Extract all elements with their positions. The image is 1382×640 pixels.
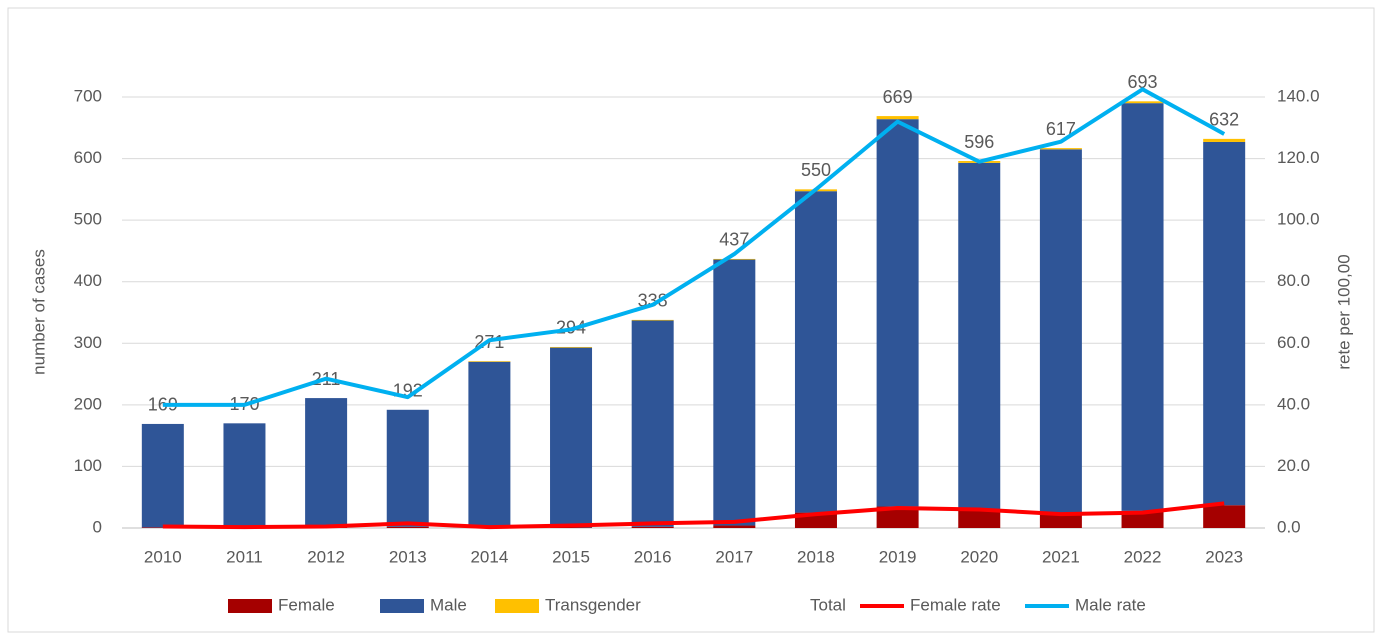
y2-tick-label: 0.0 xyxy=(1277,517,1301,536)
total-label: 632 xyxy=(1209,110,1239,130)
y2-tick-label: 120.0 xyxy=(1277,148,1320,167)
rate-line xyxy=(162,87,1226,407)
legend-swatch xyxy=(228,599,272,613)
bar xyxy=(713,525,756,528)
total-label: 669 xyxy=(883,87,913,107)
bar xyxy=(468,361,511,528)
x-tick-label: 2012 xyxy=(307,547,345,566)
legend-label: Male rate xyxy=(1075,595,1146,614)
x-tick-label: 2011 xyxy=(226,547,263,566)
bar xyxy=(386,526,429,528)
bar xyxy=(876,119,919,507)
bar xyxy=(1203,138,1246,142)
x-tick-label: 2015 xyxy=(552,547,590,566)
bar xyxy=(1203,141,1246,506)
bar xyxy=(631,526,674,528)
bar xyxy=(958,509,1001,528)
bar xyxy=(1203,505,1246,528)
y2-tick-label: 20.0 xyxy=(1277,456,1310,475)
y-tick-label: 400 xyxy=(74,271,102,290)
bar xyxy=(305,398,348,527)
legend-label: Female xyxy=(278,595,335,614)
total-label: 550 xyxy=(801,160,831,180)
y2-tick-label: 80.0 xyxy=(1277,271,1310,290)
bar xyxy=(550,527,593,528)
y2-axis-title: rete per 100,00 xyxy=(1334,254,1353,369)
y-tick-label: 500 xyxy=(74,210,102,229)
y-tick-label: 200 xyxy=(74,394,102,413)
legend-label: Total xyxy=(810,595,846,614)
bar xyxy=(468,361,511,362)
y2-tick-label: 40.0 xyxy=(1277,394,1310,413)
bar xyxy=(550,347,593,528)
legend-label: Transgender xyxy=(545,595,641,614)
bar xyxy=(1121,510,1164,528)
y-tick-label: 0 xyxy=(93,517,102,536)
rate-line xyxy=(162,501,1225,530)
x-tick-label: 2010 xyxy=(144,547,182,566)
x-tick-label: 2022 xyxy=(1124,547,1162,566)
bar xyxy=(550,346,593,348)
y2-tick-label: 60.0 xyxy=(1277,333,1310,352)
x-tick-label: 2013 xyxy=(389,547,427,566)
bar xyxy=(1121,103,1164,511)
bar xyxy=(958,162,1001,510)
bar xyxy=(631,319,674,321)
y-tick-label: 700 xyxy=(74,86,102,105)
bar xyxy=(1039,512,1082,528)
legend-label: Female rate xyxy=(910,595,1001,614)
bar xyxy=(794,191,837,513)
total-label: 437 xyxy=(719,230,749,250)
total-label: 693 xyxy=(1128,72,1158,92)
legend-label: Male xyxy=(430,595,467,614)
y2-tick-label: 140.0 xyxy=(1277,86,1320,105)
y2-tick-label: 100.0 xyxy=(1277,210,1320,229)
bar xyxy=(631,320,674,527)
x-tick-label: 2016 xyxy=(634,547,672,566)
bar xyxy=(223,423,266,528)
total-label: 596 xyxy=(964,132,994,152)
bar xyxy=(876,506,919,528)
y-tick-label: 100 xyxy=(74,456,102,475)
x-tick-label: 2018 xyxy=(797,547,835,566)
bar xyxy=(141,423,184,528)
y-tick-label: 600 xyxy=(74,148,102,167)
total-label: 617 xyxy=(1046,119,1076,139)
bar xyxy=(876,116,919,120)
x-tick-label: 2019 xyxy=(879,547,917,566)
x-tick-label: 2017 xyxy=(715,547,753,566)
y-tick-label: 300 xyxy=(74,333,102,352)
bar xyxy=(1039,149,1082,513)
x-tick-label: 2014 xyxy=(470,547,508,566)
x-tick-label: 2020 xyxy=(960,547,998,566)
legend-swatch xyxy=(380,599,424,613)
x-tick-label: 2023 xyxy=(1205,547,1243,566)
legend-swatch xyxy=(495,599,539,613)
bar xyxy=(713,258,756,260)
bar xyxy=(386,409,429,527)
x-tick-label: 2021 xyxy=(1042,547,1080,566)
y-axis-title: number of cases xyxy=(29,249,48,375)
bar xyxy=(1039,148,1082,150)
bar xyxy=(1121,101,1164,104)
bar xyxy=(713,259,756,526)
